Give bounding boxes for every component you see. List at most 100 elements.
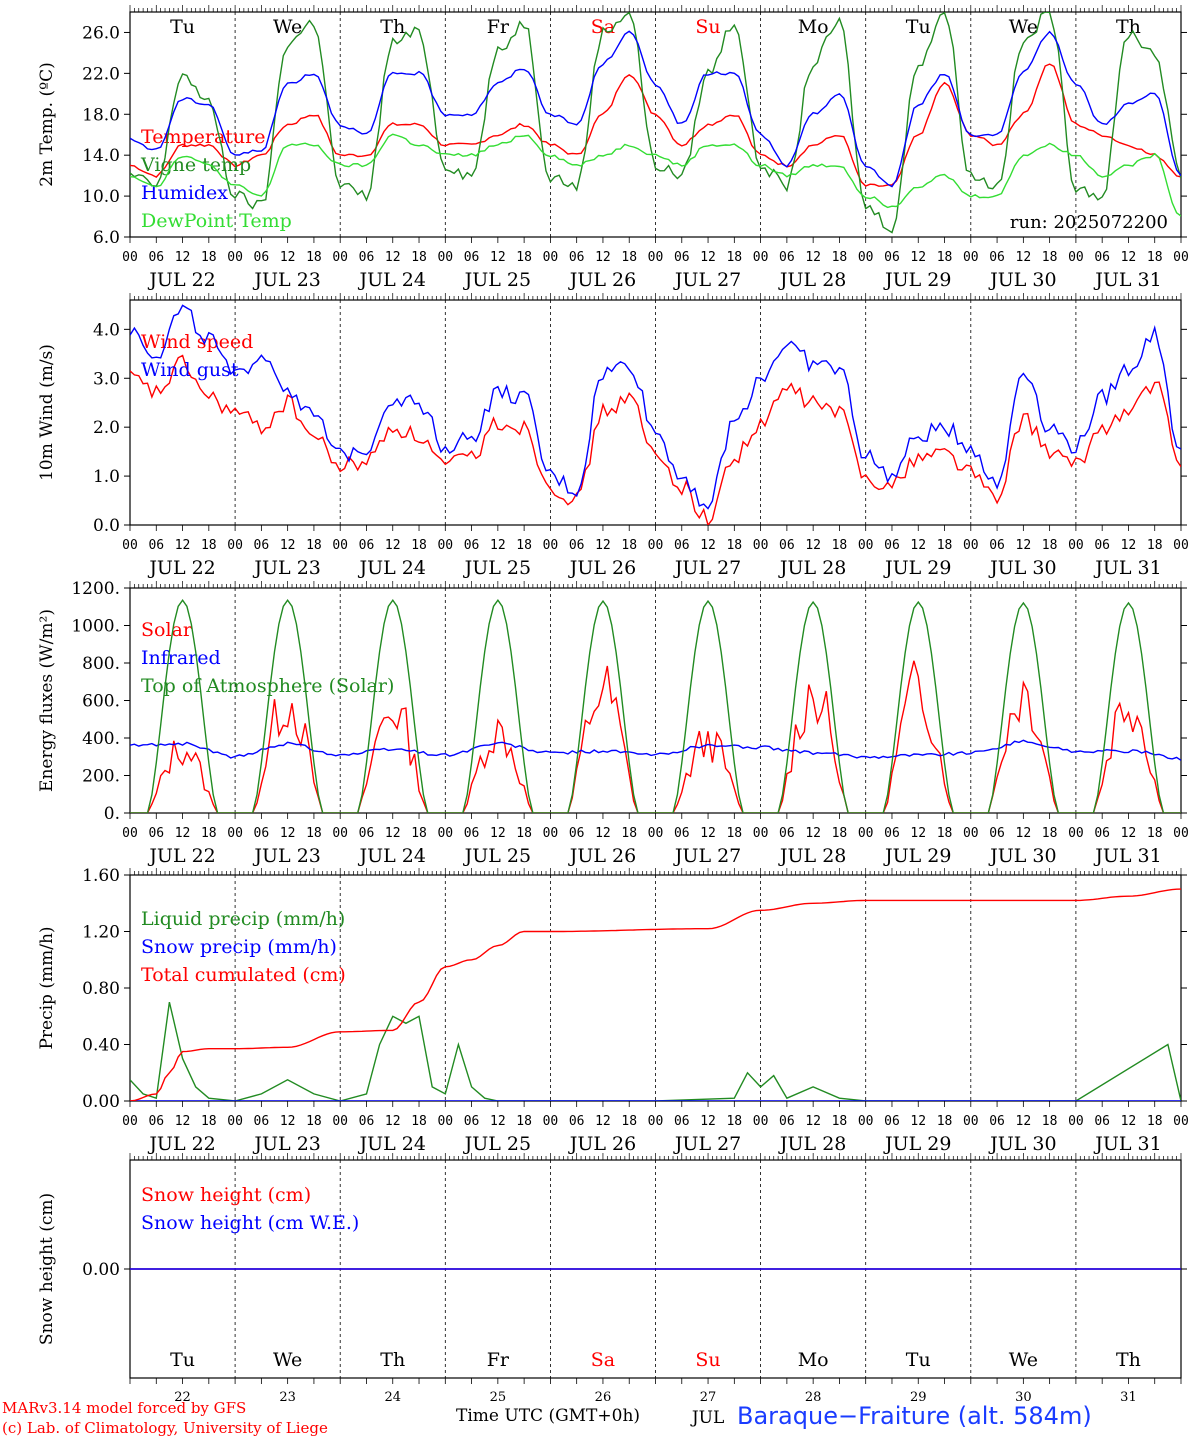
hour-tick-label: 12	[175, 538, 191, 553]
y-tick-label: 1.20	[82, 923, 120, 943]
hour-tick-label: 00	[122, 1114, 138, 1129]
hour-tick-label: 06	[148, 538, 164, 553]
hour-tick-label: 18	[1042, 250, 1058, 265]
hour-tick-label: 12	[1121, 538, 1137, 553]
series-infrared	[130, 739, 1181, 761]
hour-tick-label: 18	[621, 826, 637, 841]
day-name: Fr	[487, 16, 510, 38]
hour-tick-label: 18	[411, 250, 427, 265]
date-label: JUL 30	[988, 269, 1056, 291]
hour-tick-label: 06	[359, 538, 375, 553]
series-total-cumulated-cm-	[130, 888, 1181, 1101]
hour-tick-label: 18	[306, 538, 322, 553]
copyright-credit: (c) Lab. of Climatology, University of L…	[2, 1419, 328, 1437]
day-number: 29	[910, 1390, 927, 1405]
hour-tick-label: 12	[1121, 250, 1137, 265]
date-label: JUL 28	[778, 1133, 846, 1155]
hour-tick-label: 06	[254, 1114, 270, 1129]
y-tick-label: 22.0	[82, 64, 120, 84]
hour-tick-label: 12	[280, 1114, 296, 1129]
hour-tick-label: 00	[1068, 826, 1084, 841]
date-label: JUL 27	[673, 269, 741, 291]
legend-entry: Snow precip (mm/h)	[141, 936, 337, 958]
hour-tick-label: 12	[1121, 826, 1137, 841]
hour-tick-label: 18	[306, 1114, 322, 1129]
y-tick-label: 0.80	[82, 979, 120, 999]
day-name: Th	[380, 16, 405, 38]
date-label: JUL 31	[1093, 1133, 1161, 1155]
hour-tick-label: 06	[569, 826, 585, 841]
hour-tick-label: 00	[543, 250, 559, 265]
date-label: JUL 30	[988, 557, 1056, 579]
date-label: JUL 22	[147, 269, 215, 291]
y-tick-label: 800.	[82, 654, 120, 674]
hour-tick-label: 12	[595, 826, 611, 841]
day-name: Th	[1116, 1349, 1141, 1371]
hour-tick-label: 18	[832, 826, 848, 841]
day-number: 31	[1120, 1390, 1137, 1405]
y-tick-label: 600.	[82, 692, 120, 712]
y-axis-label: 10m Wind (m/s)	[37, 344, 57, 481]
hour-tick-label: 12	[910, 250, 926, 265]
y-tick-label: 0.00	[82, 1092, 120, 1112]
date-label: JUL 24	[358, 845, 426, 867]
y-tick-label: 1200.	[71, 579, 120, 599]
hour-tick-label: 06	[674, 1114, 690, 1129]
date-label: JUL 28	[778, 845, 846, 867]
date-label: JUL 26	[568, 845, 636, 867]
hour-tick-label: 00	[753, 1114, 769, 1129]
hour-tick-label: 00	[543, 1114, 559, 1129]
legend-entry: Humidex	[141, 182, 228, 204]
date-label: JUL 25	[463, 1133, 531, 1155]
hour-tick-label: 06	[884, 538, 900, 553]
hour-tick-label: 00	[332, 826, 348, 841]
hour-tick-label: 00	[1173, 826, 1189, 841]
date-label: JUL 31	[1093, 557, 1161, 579]
series-liquid-precip-mm-h-	[130, 1001, 1181, 1101]
hour-tick-label: 00	[648, 1114, 664, 1129]
hour-tick-label: 18	[621, 1114, 637, 1129]
hour-tick-label: 18	[726, 826, 742, 841]
hour-tick-label: 06	[464, 250, 480, 265]
day-name: Su	[695, 16, 720, 38]
hour-tick-label: 06	[1094, 826, 1110, 841]
hour-tick-label: 06	[1094, 250, 1110, 265]
date-label: JUL 29	[883, 845, 951, 867]
hour-tick-label: 18	[726, 1114, 742, 1129]
hour-tick-label: 12	[490, 1114, 506, 1129]
y-tick-label: 6.0	[93, 228, 120, 248]
hour-tick-label: 00	[858, 1114, 874, 1129]
hour-tick-label: 12	[1016, 250, 1032, 265]
plot-frame	[129, 299, 1182, 526]
day-number: 25	[490, 1390, 507, 1405]
hour-tick-label: 12	[385, 826, 401, 841]
hour-tick-label: 12	[700, 538, 716, 553]
hour-tick-label: 00	[437, 250, 453, 265]
day-name: We	[1009, 1349, 1038, 1371]
hour-tick-label: 00	[1173, 250, 1189, 265]
date-label: JUL 24	[358, 269, 426, 291]
date-label: JUL 26	[568, 557, 636, 579]
legend-entry: DewPoint Temp	[141, 210, 292, 232]
hour-tick-label: 06	[884, 250, 900, 265]
hour-tick-label: 06	[254, 250, 270, 265]
hour-tick-label: 12	[910, 1114, 926, 1129]
hour-tick-label: 18	[937, 826, 953, 841]
hour-tick-label: 00	[227, 826, 243, 841]
day-number: 26	[595, 1390, 612, 1405]
day-number: 28	[805, 1390, 822, 1405]
day-name: Th	[380, 1349, 405, 1371]
y-tick-label: 400.	[82, 729, 120, 749]
hour-tick-label: 18	[937, 250, 953, 265]
series-wind-gust	[130, 304, 1181, 510]
hour-tick-label: 00	[648, 538, 664, 553]
hour-tick-label: 00	[963, 250, 979, 265]
series-wind-speed	[130, 354, 1181, 525]
hour-tick-label: 00	[332, 250, 348, 265]
series-top-of-atmosphere-solar-	[130, 598, 1181, 813]
hour-tick-label: 12	[910, 538, 926, 553]
hour-tick-label: 00	[858, 250, 874, 265]
hour-tick-label: 06	[464, 1114, 480, 1129]
y-axis-label: Precip (mm/h)	[37, 926, 57, 1049]
hour-tick-label: 12	[280, 250, 296, 265]
